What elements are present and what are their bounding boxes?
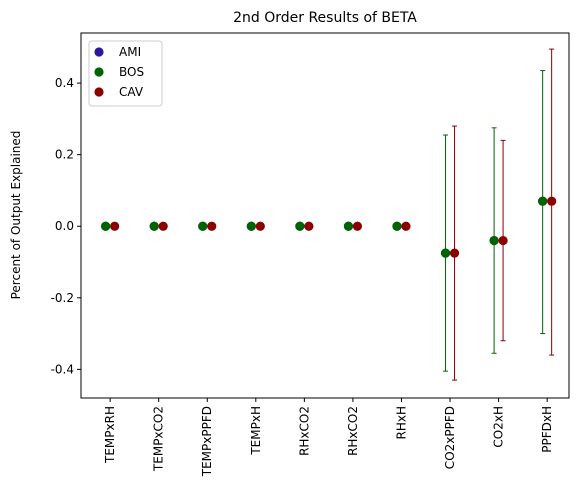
legend-marker: [94, 47, 104, 57]
x-tick-label: TEMPxCO2: [152, 406, 166, 472]
data-point: [246, 221, 256, 231]
x-tick-label: CO2xH: [492, 406, 506, 448]
legend-marker: [94, 87, 104, 97]
data-point: [343, 221, 354, 231]
data-point: [538, 196, 548, 206]
x-tick-label: PPFDxH: [540, 406, 554, 453]
data-point: [295, 221, 305, 231]
series-bos: [101, 70, 548, 372]
x-tick-label: RHxCO2: [346, 406, 360, 456]
y-axis-label: Percent of Output Explained: [9, 131, 23, 300]
data-point: [498, 235, 508, 246]
x-tick-label: TEMPxRH: [103, 406, 117, 464]
data-point: [304, 221, 314, 231]
data-point: [158, 221, 168, 231]
y-tick-label: 0.0: [55, 219, 74, 233]
plot-frame: [80, 32, 570, 399]
legend: AMI BOS CAV: [88, 40, 163, 107]
data-point: [352, 221, 363, 231]
data-point: [392, 221, 402, 231]
x-tick-label: RHxH: [394, 406, 408, 440]
data-point: [440, 248, 451, 258]
x-tick-label: TEMPxPPFD: [200, 406, 214, 477]
data-point: [198, 221, 208, 231]
x-tick-label: RHxCO2: [297, 406, 311, 456]
legend-marker: [94, 67, 104, 77]
y-tick-label: -0.4: [51, 362, 74, 376]
series-cav: [110, 48, 557, 381]
plot-area: -0.4 -0.2 0.0 0.2 0.4 TEMPxRH TEMPxCO2 TEMPxPPF…: [51, 32, 570, 477]
legend-box: [88, 40, 163, 107]
x-tick-label: CO2xPPFD: [443, 406, 457, 469]
y-tick-label: 0.4: [55, 76, 74, 90]
data-point: [449, 248, 460, 258]
data-point: [489, 235, 499, 246]
data-point: [207, 221, 217, 231]
legend-label: CAV: [119, 85, 144, 99]
data-point: [110, 221, 120, 231]
legend-label: BOS: [119, 65, 144, 79]
data-point: [101, 221, 111, 231]
chart-title: 2nd Order Results of BETA: [233, 10, 417, 26]
x-tick-label: TEMPxH: [249, 406, 263, 456]
data-point: [401, 221, 411, 231]
legend-label: AMI: [119, 45, 141, 59]
y-tick-label: 0.2: [55, 148, 74, 162]
data-point: [149, 221, 159, 231]
y-tick-label: -0.2: [51, 291, 74, 305]
data-point: [255, 221, 265, 231]
series-ami: [101, 196, 548, 258]
data-point: [547, 196, 557, 206]
